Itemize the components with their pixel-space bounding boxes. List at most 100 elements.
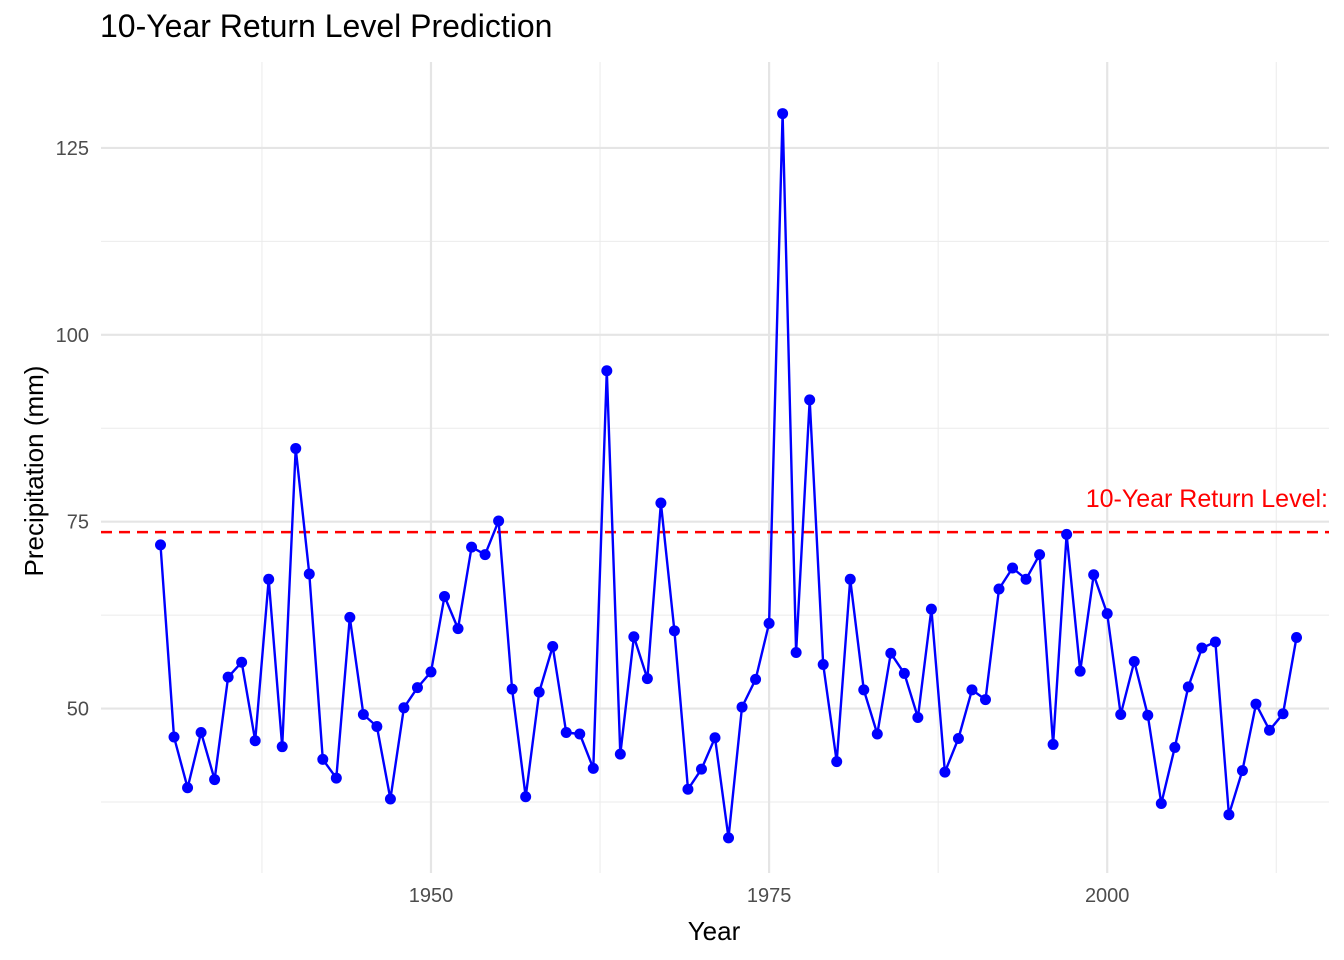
data-point xyxy=(993,583,1005,595)
data-point xyxy=(411,682,423,694)
data-point xyxy=(1182,681,1194,693)
data-point xyxy=(506,683,518,695)
data-point xyxy=(520,791,532,803)
y-tick-label: 100 xyxy=(56,325,89,347)
data-point xyxy=(574,728,586,740)
data-point xyxy=(493,515,505,527)
data-point xyxy=(655,497,667,509)
data-point xyxy=(844,573,856,585)
y-tick-label: 50 xyxy=(67,699,89,721)
data-point xyxy=(1277,708,1289,720)
data-point xyxy=(912,712,924,724)
data-point xyxy=(1236,765,1248,777)
data-point xyxy=(425,666,437,678)
data-point xyxy=(804,394,816,406)
x-tick-label: 2000 xyxy=(1085,885,1130,907)
data-point xyxy=(966,684,978,696)
return-level-label: 10-Year Return Level: xyxy=(1086,485,1328,513)
data-point xyxy=(1020,573,1032,585)
data-point xyxy=(614,748,626,760)
data-point xyxy=(709,732,721,744)
data-point xyxy=(303,568,315,580)
data-point xyxy=(209,774,221,786)
data-point xyxy=(1101,608,1113,620)
data-point xyxy=(547,641,559,653)
data-point xyxy=(249,735,261,747)
data-point xyxy=(952,732,964,744)
data-point xyxy=(817,658,829,670)
data-point xyxy=(979,694,991,706)
data-point xyxy=(1223,809,1235,821)
data-point xyxy=(777,108,789,120)
data-point xyxy=(1196,642,1208,654)
data-point xyxy=(763,617,775,629)
data-points-group xyxy=(155,108,1303,844)
data-point xyxy=(533,686,545,698)
x-axis-title: Year xyxy=(688,916,741,946)
data-point xyxy=(871,728,883,740)
x-tick-label: 1950 xyxy=(409,885,454,907)
data-point xyxy=(195,726,207,738)
data-point xyxy=(628,631,640,643)
major-gridlines xyxy=(101,62,1329,873)
data-point xyxy=(885,647,897,659)
data-point xyxy=(371,720,383,732)
data-point xyxy=(344,611,356,623)
data-point xyxy=(466,541,478,553)
y-tick-label: 75 xyxy=(67,512,89,534)
chart-title: 10-Year Return Level Prediction xyxy=(100,8,553,44)
data-point xyxy=(1128,655,1140,667)
data-point xyxy=(263,573,275,585)
y-tick-labels: 50 75 100 125 xyxy=(56,138,89,721)
data-point xyxy=(384,793,396,805)
data-point xyxy=(155,539,167,551)
data-point xyxy=(587,762,599,774)
data-point xyxy=(898,667,910,679)
data-point xyxy=(1034,549,1046,561)
data-point xyxy=(858,684,870,696)
data-point xyxy=(682,783,694,795)
data-point xyxy=(668,625,680,637)
data-point xyxy=(560,726,572,738)
data-point xyxy=(357,709,369,721)
data-point xyxy=(330,772,342,784)
x-tick-label: 1975 xyxy=(747,885,792,907)
series-line xyxy=(159,112,1298,840)
data-point xyxy=(831,756,843,768)
y-tick-label: 125 xyxy=(56,138,89,160)
data-point xyxy=(276,741,288,753)
series-group xyxy=(159,112,1298,840)
data-point xyxy=(1007,562,1019,574)
data-point xyxy=(168,731,180,743)
data-point xyxy=(736,701,748,713)
data-point xyxy=(439,590,451,602)
data-point xyxy=(1061,528,1073,540)
data-point xyxy=(1088,569,1100,581)
data-point xyxy=(601,365,613,377)
data-point xyxy=(452,623,464,635)
minor-gridlines xyxy=(101,62,1329,873)
data-point xyxy=(1074,665,1086,677)
data-point xyxy=(479,549,491,561)
data-point xyxy=(925,603,937,615)
data-point xyxy=(1155,797,1167,809)
data-point xyxy=(290,442,302,454)
x-tick-labels: 1950 1975 2000 xyxy=(409,885,1130,907)
data-point xyxy=(1263,724,1275,736)
data-point xyxy=(1250,698,1262,710)
data-point xyxy=(1142,709,1154,721)
data-point xyxy=(1209,636,1221,648)
data-point xyxy=(1115,709,1127,721)
data-point xyxy=(939,766,951,778)
data-point xyxy=(1291,632,1303,644)
data-point xyxy=(236,656,248,668)
data-point xyxy=(695,763,707,775)
data-point xyxy=(1169,741,1181,753)
data-point xyxy=(641,673,653,685)
data-point xyxy=(317,753,329,765)
data-point xyxy=(398,702,410,714)
data-point xyxy=(1047,738,1059,750)
data-point xyxy=(750,673,762,685)
data-point xyxy=(723,832,735,844)
